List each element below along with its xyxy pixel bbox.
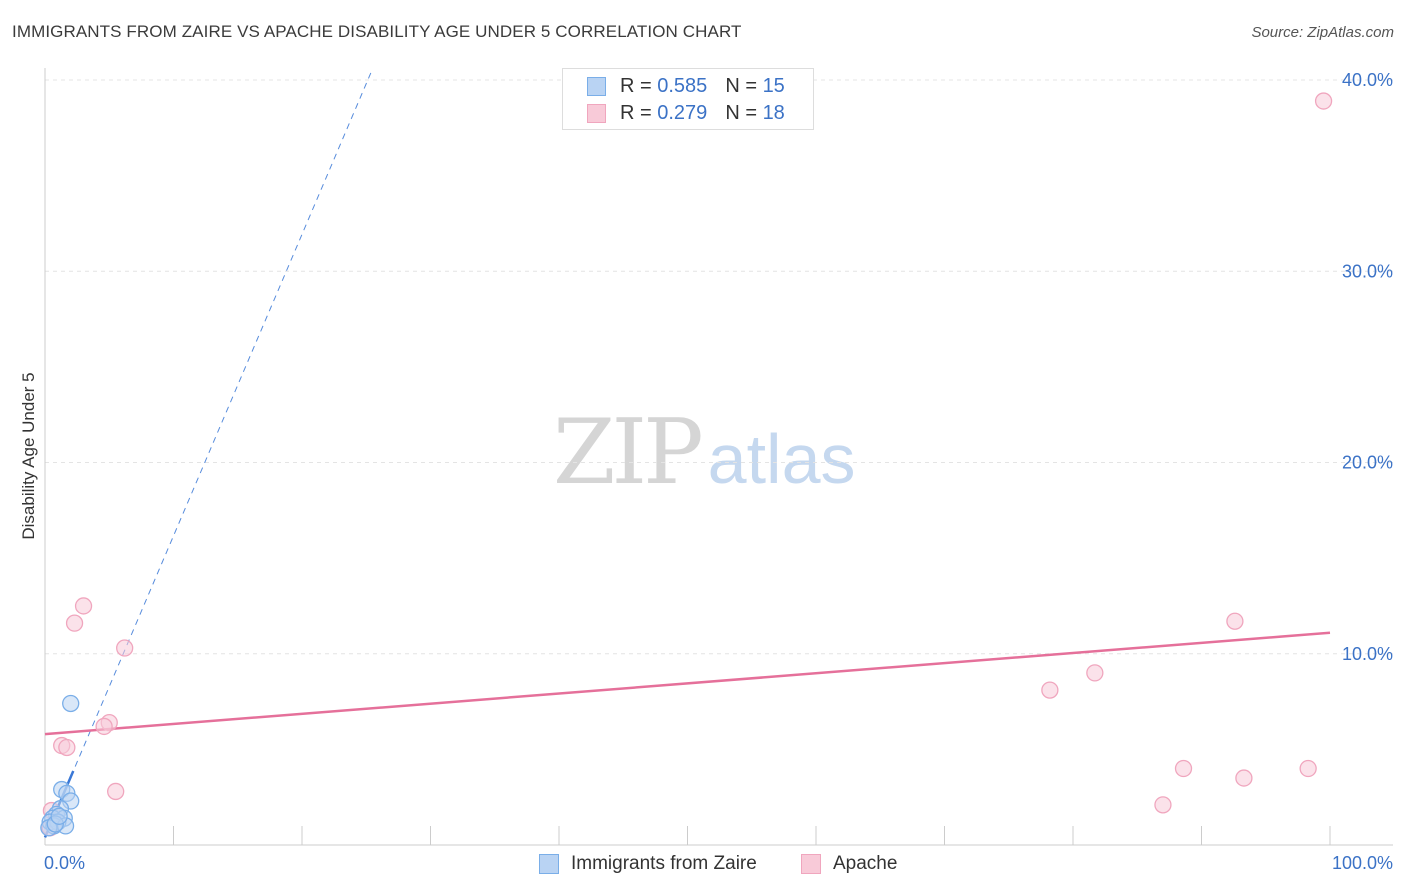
chart-title: IMMIGRANTS FROM ZAIRE VS APACHE DISABILI…	[12, 22, 742, 41]
zaire-n-label: N =	[725, 74, 757, 97]
apache-point-13	[1235, 769, 1253, 787]
apache-point-2	[65, 614, 84, 632]
grid-lines	[45, 79, 1393, 655]
apache-r-label: R =	[620, 101, 652, 124]
zaire-trend-dashed	[44, 68, 374, 838]
legend-label-zaire: Immigrants from Zaire	[571, 853, 757, 874]
y-tick-label-1: 20.0%	[1342, 453, 1393, 473]
apache-point-14	[1299, 759, 1317, 778]
zaire-point-0	[62, 694, 80, 713]
stats-legend: R = 0.585 N = 15 R = 0.279 N = 18	[562, 68, 814, 130]
apache-point-10	[58, 738, 76, 757]
data-points	[40, 92, 1333, 837]
apache-point-3	[116, 639, 134, 657]
apache-point-6	[1041, 681, 1059, 699]
apache-n-value: 18	[762, 101, 785, 124]
y-axis-title: Disability Age Under 5	[19, 372, 38, 539]
chart-source: Source: ZipAtlas.com	[1251, 24, 1394, 41]
tick-labels: 10.0% 20.0% 30.0% 40.0% 0.0% 100.0% Disability…	[19, 70, 1393, 873]
apache-point-8	[95, 717, 113, 736]
legend-swatch-zaire	[539, 854, 559, 874]
apache-point-12	[1174, 759, 1193, 778]
apache-trend-line	[44, 631, 1331, 736]
legend-row-zaire: R = 0.585 N = 15	[587, 74, 785, 98]
axes	[44, 68, 1393, 846]
apache-point-4	[1226, 612, 1244, 630]
trend-lines	[43, 68, 1331, 838]
apache-point-1	[74, 597, 93, 615]
x-tick-label-max: 100.0%	[1332, 853, 1393, 873]
x-tick-label-min: 0.0%	[44, 853, 85, 873]
apache-point-5	[1086, 664, 1104, 682]
legend-label-apache: Apache	[833, 853, 898, 874]
zaire-r-value: 0.585	[657, 74, 708, 97]
zaire-point-14	[50, 807, 68, 825]
y-tick-label-0: 10.0%	[1342, 644, 1393, 664]
apache-point-15	[1154, 796, 1172, 814]
apache-swatch	[587, 103, 606, 123]
legend-swatch-apache	[801, 854, 821, 874]
zaire-swatch	[587, 76, 606, 96]
apache-n-label: N =	[725, 101, 757, 124]
zaire-r-label: R =	[620, 74, 652, 97]
apache-point-11	[107, 782, 125, 801]
legend-item-apache: Apache	[801, 852, 897, 876]
y-tick-label-3: 40.0%	[1342, 70, 1393, 90]
legend-item-zaire: Immigrants from Zaire	[539, 852, 757, 876]
y-tick-label-2: 30.0%	[1342, 261, 1393, 281]
legend-row-apache: R = 0.279 N = 18	[587, 101, 785, 125]
apache-r-value: 0.279	[657, 101, 708, 124]
apache-point-0	[1314, 92, 1333, 110]
zaire-n-value: 15	[762, 74, 785, 97]
